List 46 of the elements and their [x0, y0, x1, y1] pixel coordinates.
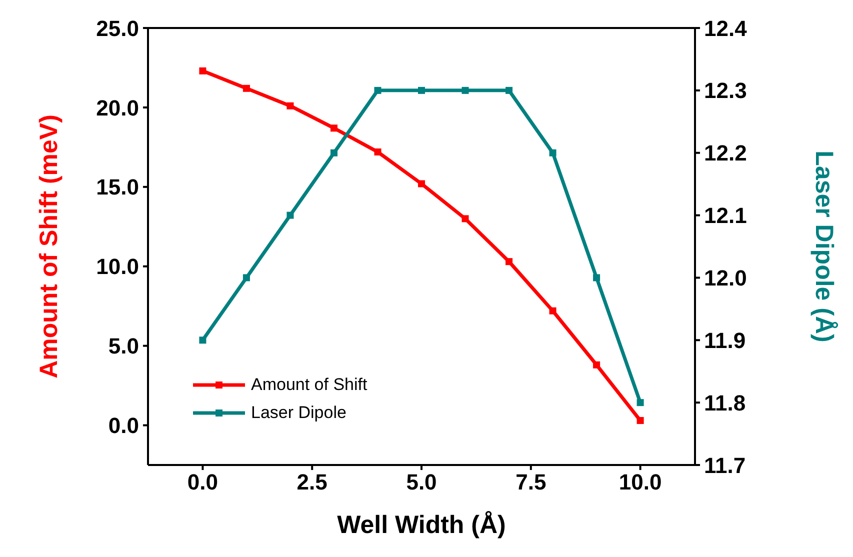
x-tick-label: 7.5	[516, 470, 546, 495]
point	[418, 86, 425, 94]
y2-tick-label: 11.7	[704, 452, 746, 478]
y-tick-label: 15.0	[96, 174, 139, 200]
y-tick-label: 10.0	[96, 254, 139, 280]
point	[506, 258, 513, 266]
y2-tick-label: 12.2	[704, 140, 747, 166]
y-tick-label: 5.0	[108, 334, 139, 359]
point	[506, 86, 513, 94]
y-tick-label: 0.0	[108, 413, 139, 438]
point	[418, 180, 425, 188]
y2-tick-label: 12.1	[704, 203, 747, 228]
point	[330, 124, 338, 132]
point	[242, 274, 250, 282]
point	[199, 336, 206, 344]
y2-tick-label: 12.4	[704, 16, 748, 41]
point	[462, 86, 469, 94]
point	[636, 399, 644, 406]
point	[374, 148, 382, 156]
y-tick-label: 25.0	[96, 16, 139, 41]
point	[330, 149, 338, 156]
point	[286, 102, 294, 110]
y2-axis-title: Laser Dipole (Å)	[810, 150, 840, 342]
y2-tick-label: 11.9	[704, 328, 746, 353]
y-tick-label: 20.0	[96, 95, 139, 120]
point	[593, 361, 600, 368]
x-tick-label: 2.5	[296, 470, 328, 495]
x-tick-label: 10.0	[618, 470, 662, 495]
x-axis-title: Well Width (Å)	[337, 510, 506, 539]
point	[593, 274, 600, 282]
point	[242, 84, 250, 92]
point	[286, 212, 294, 219]
y-axis-title: Amount of Shift (meV)	[34, 114, 63, 378]
legend-label: Amount of Shift	[251, 375, 368, 395]
y2-tick-label: 12.3	[704, 78, 747, 104]
x-tick-label: 0.0	[187, 470, 218, 495]
point	[462, 215, 469, 222]
y2-tick-label: 11.8	[704, 390, 746, 416]
point	[549, 307, 556, 314]
point	[636, 417, 644, 424]
y2-tick-label: 12.0	[704, 266, 747, 291]
point	[549, 149, 556, 156]
point	[374, 86, 382, 94]
legend-label: Laser Dipole	[251, 403, 346, 423]
point	[199, 67, 206, 74]
x-tick-label: 5.0	[406, 470, 437, 495]
